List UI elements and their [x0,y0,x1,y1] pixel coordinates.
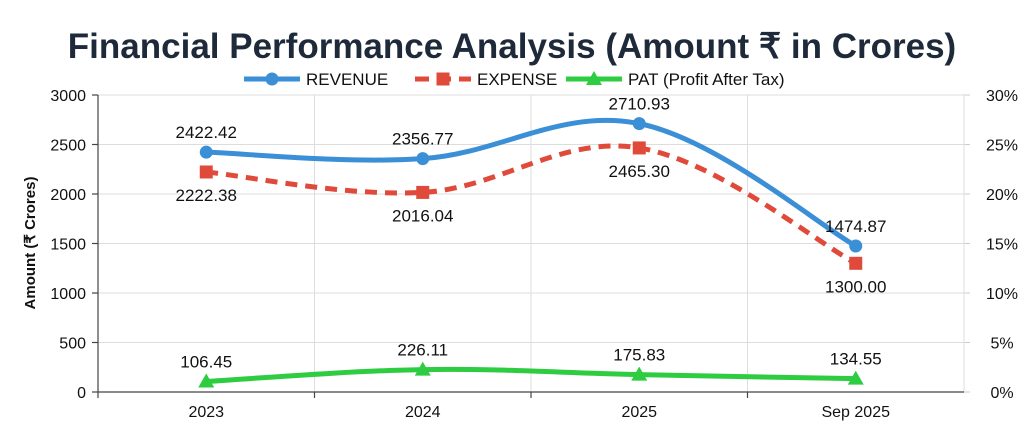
series-revenue [199,117,863,253]
legend-marker [586,71,602,85]
legend-item: REVENUE [244,70,388,89]
data-point-triangle [847,370,864,385]
data-point-square [416,185,430,199]
data-point-triangle [631,366,648,381]
y-tick-label: 1000 [50,286,86,303]
data-label: 2465.30 [609,162,670,181]
series-expense [199,141,863,270]
y2-tick-label: 15% [986,237,1018,254]
x-tick-label: 2023 [188,404,224,421]
y2-tick-label: 0% [990,385,1013,402]
data-point-square [632,141,646,155]
legend: REVENUE EXPENSE PAT (Profit After Tax) [244,70,785,89]
x-tick-label: 2025 [621,404,657,421]
axes: 0 0% 500 5% 1000 10% 1500 15% 2000 20% 2500 25% 3000… [50,88,1018,421]
data-label: 2222.38 [176,186,237,205]
chart-title: Financial Performance Analysis (Amount ₹… [68,27,956,66]
x-tick-label: Sep 2025 [821,404,890,421]
data-label: 106.45 [180,352,232,371]
data-point-circle [632,117,646,131]
legend-marker [436,72,450,86]
y-tick-label: 3000 [50,88,86,105]
series-pat [198,361,864,388]
legend-label: EXPENSE [477,70,557,89]
y-tick-label: 0 [77,385,86,402]
data-label: 2710.93 [609,95,670,114]
x-tick-label: 2024 [405,404,441,421]
data-label: 1474.87 [825,217,886,236]
y2-tick-label: 5% [990,336,1013,353]
series-line [206,143,857,266]
legend-label: REVENUE [306,70,388,89]
data-label: 2356.77 [392,130,453,149]
data-label: 134.55 [830,350,882,369]
data-label: 1300.00 [825,277,886,296]
series [198,117,864,388]
y-tick-label: 2500 [50,138,86,155]
y2-tick-label: 20% [986,187,1018,204]
data-label: 175.83 [613,346,665,365]
data-point-square [199,165,213,179]
y2-tick-label: 10% [986,286,1018,303]
legend-label: PAT (Profit After Tax) [628,70,785,89]
series-line [203,117,859,249]
data-point-triangle [414,361,431,376]
data-point-square [849,256,863,270]
data-point-circle [849,239,863,253]
y-tick-label: 1500 [50,237,86,254]
series-line [203,366,859,384]
gridlines [98,94,964,392]
legend-marker [265,72,279,86]
y-axis-label: Amount (₹ Crores) [22,177,39,310]
data-point-triangle [198,373,215,388]
data-point-circle [199,145,213,159]
y2-tick-label: 30% [986,88,1018,105]
y2-tick-label: 25% [986,138,1018,155]
legend-item: PAT (Profit After Tax) [566,70,785,89]
data-label: 2016.04 [392,206,453,225]
y-tick-label: 2000 [50,187,86,204]
data-labels: 2422.42 2356.77 2710.93 1474.87 2222.38 2016.… [176,95,887,372]
data-point-circle [416,152,430,166]
legend-item: EXPENSE [415,70,557,89]
data-label: 2422.42 [176,123,237,142]
data-label: 226.11 [397,341,448,360]
y-tick-label: 500 [59,336,86,353]
